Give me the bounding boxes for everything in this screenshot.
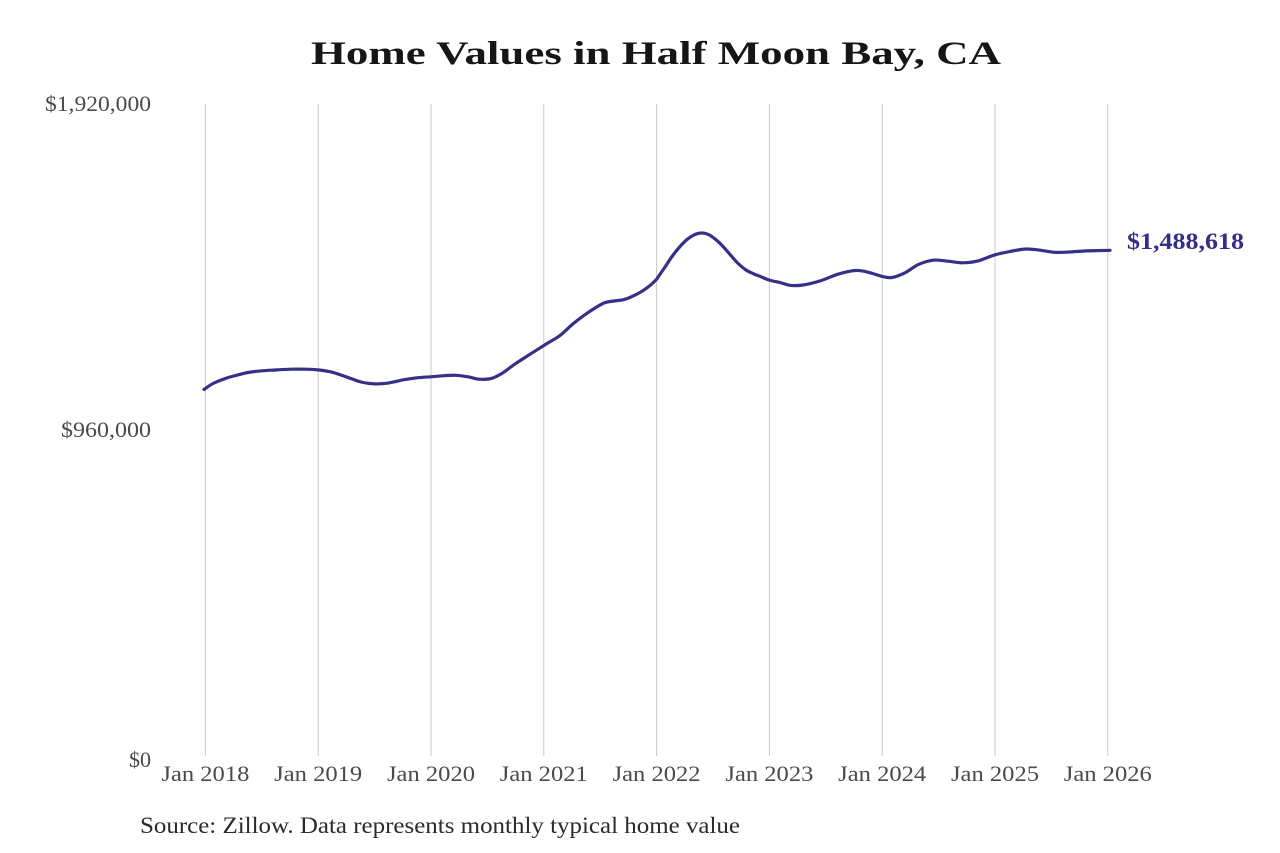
svg-text:Jan 2019: Jan 2019: [274, 761, 362, 786]
svg-text:$960,000: $960,000: [61, 417, 151, 442]
svg-text:Jan 2023: Jan 2023: [725, 761, 813, 786]
svg-text:$1,920,000: $1,920,000: [45, 91, 151, 116]
svg-text:$1,488,618: $1,488,618: [1127, 229, 1244, 254]
svg-text:Jan 2022: Jan 2022: [613, 761, 701, 786]
svg-text:Jan 2025: Jan 2025: [951, 761, 1039, 786]
svg-text:Source: Zillow. Data represent: Source: Zillow. Data represents monthly …: [140, 813, 740, 838]
svg-text:Jan 2020: Jan 2020: [387, 761, 475, 786]
svg-text:Jan 2021: Jan 2021: [500, 761, 588, 786]
svg-text:Jan 2024: Jan 2024: [838, 761, 926, 786]
svg-text:Jan 2018: Jan 2018: [161, 761, 249, 786]
svg-text:Jan 2026: Jan 2026: [1064, 761, 1152, 786]
svg-text:$0: $0: [129, 747, 151, 772]
svg-text:Home Values in Half Moon Bay,: Home Values in Half Moon Bay, CA: [311, 36, 1001, 72]
